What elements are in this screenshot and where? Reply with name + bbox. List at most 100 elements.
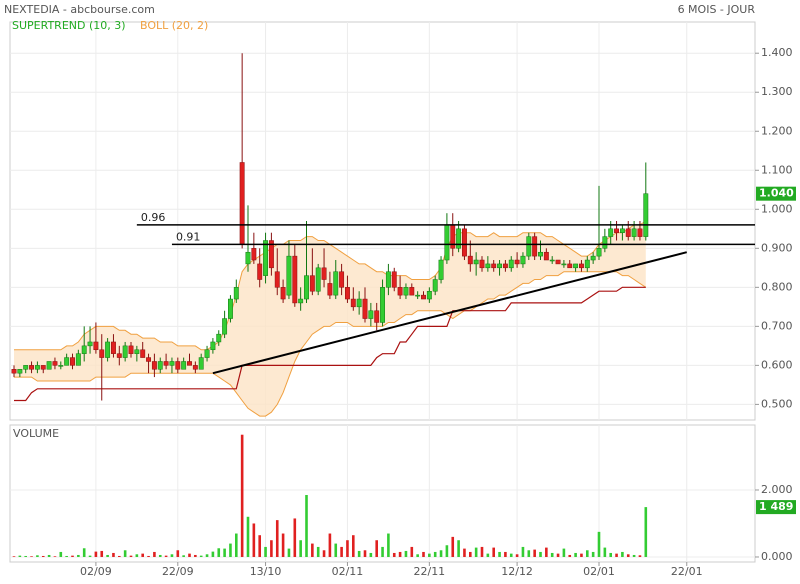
x-tick-label: 02/11: [332, 565, 364, 578]
candle-body: [17, 369, 23, 374]
volume-bar: [293, 518, 297, 557]
volume-bar: [30, 556, 33, 557]
candle-body: [567, 263, 573, 269]
volume-bar: [638, 555, 642, 557]
volume-bar: [463, 548, 466, 557]
volume-bar: [100, 550, 104, 557]
volume-bar: [428, 553, 431, 557]
volume-bar: [621, 551, 624, 557]
volume-bar: [12, 556, 16, 557]
volume-bar: [158, 554, 162, 557]
volume-bar: [626, 554, 630, 557]
volume-bar: [603, 547, 607, 557]
volume-bar: [521, 546, 525, 557]
candle-body: [111, 341, 116, 354]
header-title: NEXTEDIA - abcbourse.com: [4, 3, 155, 16]
candle-body: [473, 259, 479, 265]
volume-bar: [328, 533, 332, 557]
candle-body: [350, 298, 356, 308]
volume-bar: [574, 552, 577, 557]
volume-bar: [369, 552, 373, 557]
volume-bar: [615, 553, 618, 557]
volume-bar: [53, 556, 57, 557]
volume-bar: [153, 551, 156, 557]
volume-bar: [18, 555, 22, 557]
last-value-label: 1.040: [759, 187, 794, 200]
volume-bar: [451, 536, 455, 557]
last-value-tag: [756, 500, 796, 515]
candle-body: [87, 341, 93, 347]
volume-bar: [77, 554, 80, 557]
volume-bar: [539, 551, 542, 557]
volume-bar: [387, 533, 390, 557]
candle-body: [374, 310, 380, 323]
candle-body: [274, 271, 280, 288]
y-tick-label: 1.300: [761, 85, 793, 98]
volume-bar: [527, 550, 531, 557]
candle-body: [444, 224, 450, 261]
panel-frame: [9, 21, 756, 421]
volume-bar: [357, 550, 361, 557]
volume-bar: [545, 547, 548, 557]
volume-bar: [229, 543, 232, 557]
candle-body: [116, 353, 122, 358]
volume-bar: [568, 554, 572, 557]
candle-body: [187, 361, 192, 366]
candle-body: [70, 357, 75, 366]
candle-body: [58, 365, 64, 367]
volume-bar: [264, 546, 267, 557]
volume-bar: [281, 533, 285, 557]
candle-body: [614, 228, 619, 233]
x-tick-label: 02/09: [80, 565, 112, 578]
candle-body: [491, 263, 497, 269]
volume-bar: [352, 535, 355, 557]
volume-bar: [275, 520, 279, 557]
candle-body: [245, 251, 251, 265]
volume-bar: [94, 551, 98, 557]
y-tick-label: 0.900: [761, 241, 793, 254]
y-tick-label: 1.200: [761, 124, 793, 137]
volume-bar: [586, 550, 589, 557]
candle-body: [333, 271, 339, 296]
volume-bar: [199, 555, 203, 557]
candle-body: [462, 228, 467, 257]
volume-bar: [363, 550, 367, 557]
candle-body: [29, 365, 35, 370]
candle-body: [134, 349, 140, 354]
candle-body: [467, 255, 473, 265]
volume-bar: [474, 547, 478, 557]
candle-body: [421, 294, 426, 300]
volume-bar: [82, 548, 86, 557]
volume-bar: [340, 546, 343, 557]
candle-body: [81, 345, 87, 354]
level-label: 0.96: [141, 211, 166, 224]
y-tick-label: 0.800: [761, 280, 793, 293]
volume-bar: [550, 552, 554, 557]
candle-body: [52, 361, 58, 366]
y-tick-label: 1.100: [761, 163, 793, 176]
legend-entry: SUPERTREND (10, 3): [12, 19, 126, 32]
candle-body: [543, 251, 549, 261]
volume-bar: [36, 555, 39, 557]
candle-body: [426, 290, 432, 300]
candle-body: [456, 228, 462, 249]
candle-body: [368, 310, 374, 319]
last-value-label: 1 489: [759, 500, 793, 513]
candle-body: [514, 259, 520, 265]
y-tick-label: 2.000: [761, 483, 793, 496]
candle-body: [579, 263, 584, 269]
candle-body: [619, 228, 625, 233]
volume-bar: [188, 553, 191, 557]
header-period: 6 MOIS - JOUR: [678, 3, 756, 16]
panel-frame: [9, 424, 756, 563]
candle-body: [561, 263, 567, 266]
x-tick-label: 22/09: [162, 565, 194, 578]
volume-bar: [533, 549, 536, 557]
volume-bar: [562, 548, 566, 557]
candle-body: [584, 259, 590, 269]
volume-bar: [106, 554, 109, 557]
y-tick-label: 0.500: [761, 397, 793, 410]
volume-bar: [410, 546, 414, 557]
candle-body: [643, 193, 649, 237]
